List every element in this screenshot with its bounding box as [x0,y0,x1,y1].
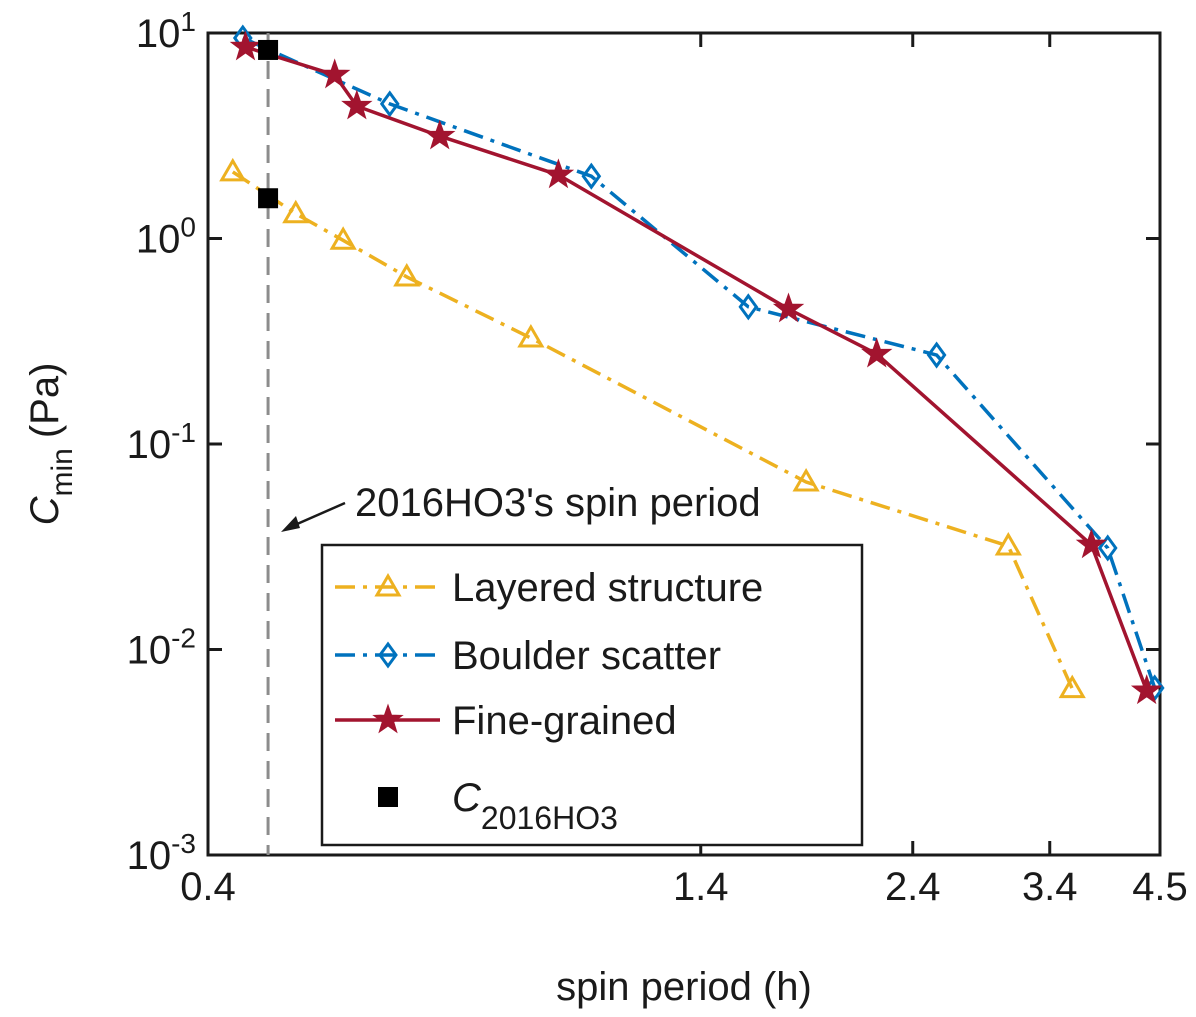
y-tick-label: 10-1 [127,417,196,467]
legend-label: Layered structure [452,566,763,610]
marker [1130,674,1163,705]
marker [1075,528,1108,559]
marker [994,531,1022,556]
legend-name: C [452,776,482,820]
y-tick-label: 101 [136,6,196,56]
legend-label: C2016HO3 [452,776,618,836]
marker [424,119,456,150]
marker [792,468,820,492]
annotation: 2016HO3's spin period [355,481,761,525]
y-label-part: (Pa) [23,363,67,439]
legend-name: Fine-grained [452,699,677,743]
y-axis-label: Cmin (Pa) [23,363,79,526]
marker [393,262,421,287]
marker [542,158,575,189]
marker [329,226,357,250]
marker [282,199,310,224]
marker [861,337,893,368]
legend-label: Boulder scatter [452,634,721,678]
marker [229,30,262,61]
y-label-part: min [46,448,79,496]
series-line [242,36,1157,689]
marker [926,341,947,369]
marker [1058,674,1086,699]
marker [258,39,279,60]
legend-marker [374,573,402,597]
marker [318,58,351,89]
marker [1097,534,1118,562]
marker [772,292,805,323]
y-tick-label: 100 [136,212,196,262]
x-tick-label: 2.4 [885,865,941,909]
y-tick-label: 10-3 [127,828,196,878]
legend-marker [378,641,398,669]
x-tick-label: 4.5 [1132,865,1188,909]
legend-frame [320,543,864,847]
legend-name: Layered structure [452,566,763,610]
marker [581,162,602,190]
x-tick-label: 0.4 [180,865,236,909]
marker [219,157,247,182]
marker [517,323,545,348]
legend-name: Boulder scatter [452,634,721,678]
marker [379,90,400,118]
marker [258,188,279,209]
x-axis-label: spin period (h) [556,965,812,1009]
marker [738,293,759,321]
marker [341,89,373,120]
annotation-arrowhead [281,516,300,532]
legend-marker [378,787,398,807]
x-tick-label: 1.4 [673,865,729,909]
legend-subscript: 2016HO3 [481,800,618,836]
legend-marker [372,703,404,734]
legend-label: Fine-grained [452,699,677,743]
y-label-part: C [23,495,67,525]
x-tick-label: 3.4 [1022,865,1078,909]
y-tick-label: 10-2 [127,623,196,673]
